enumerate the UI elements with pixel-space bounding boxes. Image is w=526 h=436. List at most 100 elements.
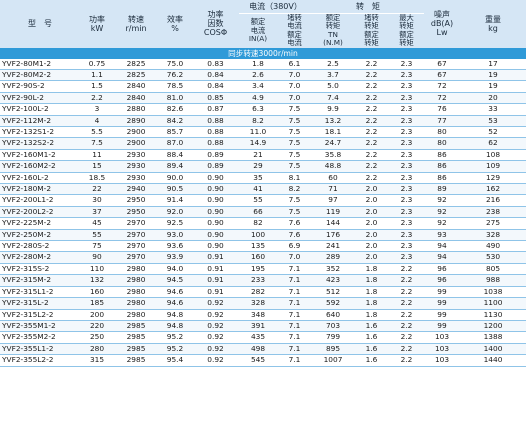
cell-power: 11 [80,149,114,162]
cell-max-torque-ratio: 2.2 [389,331,424,344]
cell-locked-current-ratio: 7.1 [277,320,312,333]
cell-speed: 2825 [114,69,158,82]
cell-efficiency: 88.4 [158,149,192,162]
cell-efficiency: 81.0 [158,92,192,105]
cell-rated-current: 282 [239,286,277,299]
cell-efficiency: 87.0 [158,137,192,150]
cell-locked-torque-ratio: 1.6 [354,354,389,367]
cell-efficiency: 85.7 [158,126,192,139]
cell-rated-torque: 60 [312,172,354,185]
cell-rated-current: 391 [239,320,277,333]
cell-model: YVF2-80M2-2 [0,69,80,82]
cell-locked-current-ratio: 7.1 [277,263,312,276]
cell-speed: 2970 [114,217,158,230]
cell-model: YVF2-80M1-2 [0,58,80,70]
cell-locked-torque-ratio: 2.2 [354,58,389,70]
cell-rated-current: 195 [239,263,277,276]
cell-locked-current-ratio: 7.1 [277,354,312,367]
cell-max-torque-ratio: 2.3 [389,172,424,185]
cell-weight: 53 [460,115,526,128]
cell-rated-torque: 24.7 [312,137,354,150]
cell-noise: 96 [424,274,460,287]
cell-noise: 96 [424,263,460,276]
cell-rated-torque: 799 [312,331,354,344]
cell-weight: 109 [460,160,526,173]
cell-rated-current: 8.2 [239,115,277,128]
cell-weight: 1440 [460,354,526,367]
cell-weight: 1200 [460,320,526,333]
cell-model: YVF2-355M1-2 [0,320,80,333]
cell-locked-torque-ratio: 2.2 [354,172,389,185]
cell-model: YVF2-355L1-2 [0,343,80,356]
cell-power: 280 [80,343,114,356]
cell-max-torque-ratio: 2.2 [389,354,424,367]
cell-speed: 2930 [114,172,158,185]
cell-max-torque-ratio: 2.3 [389,103,424,116]
cell-noise: 86 [424,172,460,185]
cell-power: 160 [80,286,114,299]
cell-rated-current: 55 [239,194,277,207]
cell-max-torque-ratio: 2.3 [389,206,424,219]
cell-locked-current-ratio: 7.6 [277,229,312,242]
cell-speed: 2900 [114,126,158,139]
cell-power: 3 [80,103,114,116]
table-row: YVF2-355M2-2 250 2985 95.2 0.92 435 7.1 799 1.6 2… [0,331,526,344]
header-max-torque: 最大 转矩 额定 转矩 [389,13,424,48]
table-header: 型 号 功率 kW 转速 r/min 效率% 功率 因数 COSΦ 电流（380V） 转… [0,0,526,48]
cell-noise: 67 [424,69,460,82]
cell-locked-torque-ratio: 2.2 [354,103,389,116]
cell-speed: 2880 [114,103,158,116]
cell-power-factor: 0.91 [192,263,239,276]
table-row: YVF2-355L2-2 315 2985 95.4 0.92 545 7.1 1007 1.6… [0,354,526,367]
cell-locked-torque-ratio: 1.6 [354,343,389,356]
cell-max-torque-ratio: 2.3 [389,58,424,70]
cell-rated-torque: 895 [312,343,354,356]
cell-locked-current-ratio: 8.2 [277,183,312,196]
cell-locked-torque-ratio: 2.0 [354,183,389,196]
cell-power-factor: 0.92 [192,354,239,367]
cell-model: YVF2-225M-2 [0,217,80,230]
cell-model: YVF2-315M-2 [0,274,80,287]
cell-weight: 108 [460,149,526,162]
cell-weight: 1400 [460,343,526,356]
cell-max-torque-ratio: 2.2 [389,343,424,356]
cell-efficiency: 76.2 [158,69,192,82]
cell-power-factor: 0.88 [192,115,239,128]
table-row: YVF2-315L1-2 160 2980 94.6 0.91 282 7.1 512 1.8 2… [0,286,526,299]
cell-locked-torque-ratio: 1.6 [354,331,389,344]
cell-weight: 490 [460,240,526,253]
cell-rated-current: 498 [239,343,277,356]
cell-rated-torque: 1007 [312,354,354,367]
cell-model: YVF2-180M-2 [0,183,80,196]
cell-noise: 80 [424,137,460,150]
cell-weight: 216 [460,194,526,207]
cell-weight: 328 [460,229,526,242]
cell-max-torque-ratio: 2.3 [389,149,424,162]
cell-weight: 1038 [460,286,526,299]
cell-rated-torque: 352 [312,263,354,276]
cell-model: YVF2-200L2-2 [0,206,80,219]
cell-power: 110 [80,263,114,276]
cell-efficiency: 89.4 [158,160,192,173]
cell-efficiency: 78.5 [158,80,192,93]
cell-speed: 2980 [114,297,158,310]
cell-rated-current: 4.9 [239,92,277,105]
cell-locked-current-ratio: 6.1 [277,58,312,70]
cell-rated-current: 328 [239,297,277,310]
cell-efficiency: 94.8 [158,309,192,321]
cell-locked-torque-ratio: 2.0 [354,217,389,230]
cell-locked-torque-ratio: 1.6 [354,320,389,333]
cell-max-torque-ratio: 2.2 [389,320,424,333]
cell-rated-torque: 35.8 [312,149,354,162]
cell-locked-current-ratio: 7.1 [277,343,312,356]
cell-noise: 103 [424,354,460,367]
cell-speed: 2980 [114,286,158,299]
cell-rated-torque: 592 [312,297,354,310]
cell-locked-torque-ratio: 2.2 [354,80,389,93]
cell-weight: 52 [460,126,526,139]
cell-max-torque-ratio: 2.3 [389,183,424,196]
cell-locked-current-ratio: 7.1 [277,286,312,299]
cell-efficiency: 94.0 [158,263,192,276]
cell-efficiency: 94.8 [158,320,192,333]
cell-speed: 2930 [114,149,158,162]
